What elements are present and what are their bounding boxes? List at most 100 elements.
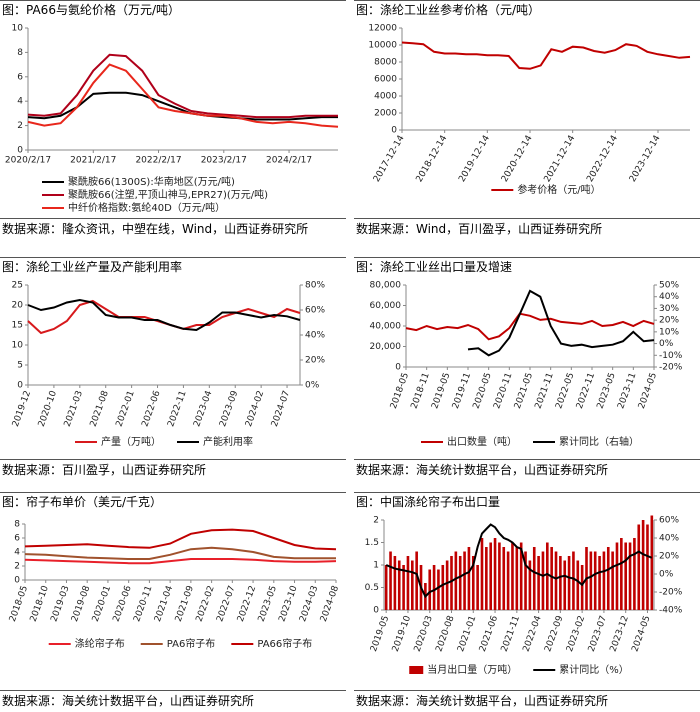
line-series — [24, 528, 337, 551]
bar — [615, 542, 619, 610]
legend-item: 当月出口量（万吨） — [409, 663, 517, 676]
chart-panel: 图：中国涤纶帘子布出口量 0 0.5 1 1.5 2 -40% -20% 0% 20% 40% 60%… — [354, 492, 700, 712]
chart-panel: 图：PA66与氨纶价格（万元/吨） 0 2 4 6 8 10 2020/2/17 2021/2/… — [0, 0, 346, 257]
x-tick-label: 2023-05 — [257, 584, 279, 623]
y-tick-label: 0 — [14, 576, 20, 586]
bar — [498, 542, 501, 610]
y2-tick-label: 20% — [659, 316, 679, 326]
x-tick-label: 2022-09 — [543, 614, 565, 653]
x-tick-label: 2019-11 — [451, 371, 473, 410]
bar — [476, 565, 479, 610]
bar — [641, 520, 645, 610]
x-tick-label: 2020-08 — [434, 614, 456, 653]
x-tick-label: 2020-12-14 — [500, 134, 535, 185]
bar — [480, 538, 484, 610]
bar — [458, 556, 462, 610]
y-tick-label: 8000 — [374, 58, 397, 68]
y2-tick-label: 60% — [305, 306, 325, 316]
bar — [606, 547, 610, 610]
y-tick-label: 25 — [12, 281, 23, 291]
y-tick-label: 80,000 — [370, 281, 402, 291]
y-tick-label: 0 — [373, 606, 379, 616]
bar — [463, 551, 466, 610]
chart-title: 图：涤纶工业丝产量及产能利用率 — [0, 257, 346, 276]
bar — [515, 547, 519, 610]
legend-label: 当月出口量（万吨） — [427, 663, 517, 676]
legend-item: 累计同比（右轴） — [533, 435, 639, 448]
bar — [650, 515, 654, 610]
bar — [493, 538, 497, 610]
x-tick-label: 2023-07 — [587, 614, 609, 653]
y2-tick-label: 60% — [659, 516, 679, 526]
y-tick-label: 2000 — [374, 109, 397, 119]
legend-label: 产量（万吨） — [101, 435, 161, 448]
bar — [589, 551, 593, 610]
source-note: 数据来源：隆众资讯，中塑在线，Wind，山西证券研究所 — [0, 218, 346, 237]
x-tick-label: 2021-03 — [63, 389, 85, 428]
y2-tick-label: 0% — [659, 339, 674, 349]
x-tick-label: 2024-07 — [270, 389, 292, 428]
y2-tick-label: 20% — [659, 552, 679, 562]
x-tick-label: 2022-06 — [140, 389, 162, 428]
x-tick-label: 2022-11 — [575, 371, 597, 410]
bar — [393, 556, 397, 610]
bar — [384, 565, 388, 610]
y-tick-label: 0 — [17, 381, 23, 391]
legend: 聚酰胺66(1300S):华南地区(万元/吨)聚酰胺66(注塑,平顶山神马,EP… — [42, 175, 268, 214]
legend: 参考价格（元/吨） — [491, 183, 601, 196]
legend-item: 产量（万吨） — [75, 435, 161, 448]
chart-title: 图：中国涤纶帘子布出口量 — [354, 492, 700, 511]
bar — [502, 547, 506, 610]
x-tick-label: 2018-10 — [29, 584, 51, 623]
x-tick-label: 2021-09 — [174, 584, 196, 623]
y-tick-label: 2 — [14, 562, 20, 572]
x-tick-label: 2019-05 — [369, 614, 391, 653]
bar — [524, 551, 527, 610]
bar — [633, 538, 636, 610]
legend-item: 参考价格（元/吨） — [491, 183, 601, 196]
y-tick-label: 0 — [395, 363, 401, 373]
y2-tick-label: -40% — [659, 606, 683, 616]
bar — [559, 556, 562, 610]
x-tick-label: 2021/2/17 — [70, 156, 116, 166]
x-tick-label: 2021-08 — [89, 389, 111, 428]
y2-tick-label: 0% — [305, 381, 320, 391]
x-tick-label: 2024-05 — [630, 614, 652, 653]
bar — [397, 560, 401, 610]
legend-label: 出口数量（吨） — [447, 435, 517, 448]
x-tick-label: 2024-03 — [298, 584, 320, 623]
y-tick-label: 4 — [14, 548, 20, 558]
x-tick-label: 2020-11 — [132, 584, 154, 623]
legend: 涤纶帘子布 PA6帘子布 PA66帘子布 — [48, 637, 312, 650]
bar — [546, 542, 549, 610]
legend-item: PA66帘子布 — [231, 637, 312, 650]
bar — [428, 569, 432, 610]
x-tick-label: 2021-11 — [500, 614, 522, 653]
legend-item: 产能利用率 — [177, 435, 253, 448]
line-series — [27, 53, 338, 119]
legend-label: 中纤价格指数:氨纶40D（万元/吨） — [68, 201, 225, 214]
bar — [389, 551, 392, 610]
bar — [411, 560, 414, 610]
x-tick-label: 2018-05 — [8, 584, 30, 623]
x-tick-label: 2021-01 — [456, 614, 478, 653]
bar — [432, 565, 436, 610]
legend-item: 涤纶帘子布 — [48, 637, 125, 650]
bar — [580, 565, 584, 610]
legend-item: 中纤价格指数:氨纶40D（万元/吨） — [42, 201, 225, 214]
bar — [593, 551, 597, 610]
bar — [624, 542, 627, 610]
x-tick-label: 2023-12-14 — [628, 134, 663, 185]
chart-panel: 图：涤纶工业丝参考价格（元/吨） 0 2000 4000 6000 8000 10000 12… — [354, 0, 700, 257]
bar — [646, 524, 649, 610]
bar — [537, 556, 540, 610]
legend-swatch — [409, 666, 424, 674]
x-tick-label: 2018-05 — [389, 371, 411, 410]
chart-panel: 图：涤纶工业丝出口量及增速 0 20,000 40,000 60,000 80,000 -2… — [354, 257, 700, 492]
bar — [441, 565, 445, 610]
x-tick-label: 2020-05 — [472, 371, 494, 410]
x-tick-label: 2020-10 — [37, 389, 59, 428]
y-tick-label: 10 — [12, 341, 24, 351]
